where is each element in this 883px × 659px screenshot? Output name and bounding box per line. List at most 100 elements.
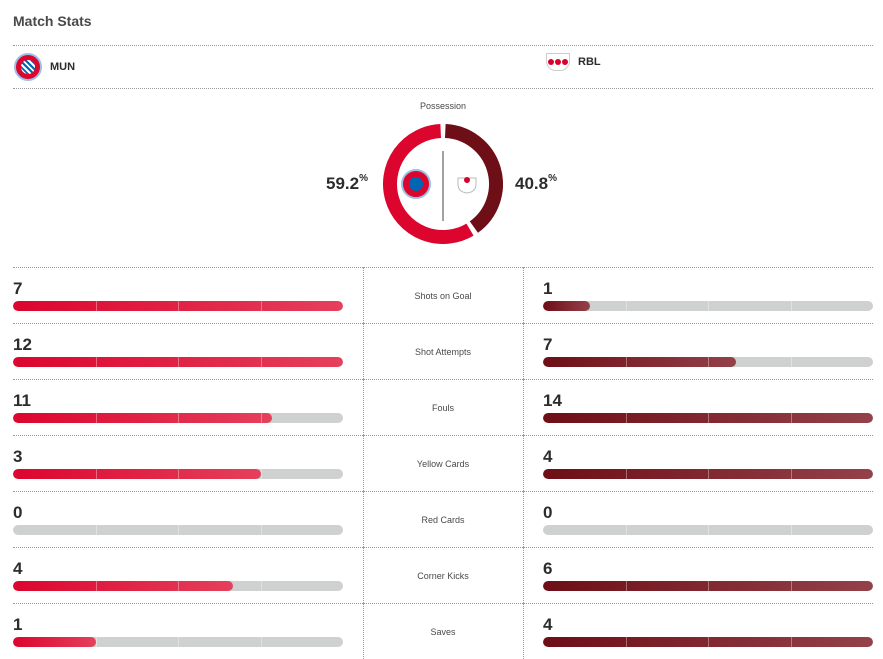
divider: [13, 88, 873, 89]
away-stat-value: 6: [543, 559, 553, 578]
home-stat-bar: [13, 469, 343, 479]
stat-label: Fouls: [431, 403, 454, 413]
bar-segment: [95, 413, 97, 423]
bar-segment: [178, 413, 179, 423]
bar-segment: [625, 525, 627, 535]
bar-segment: [178, 637, 179, 647]
section-title: Match Stats: [13, 13, 92, 29]
divider: [13, 547, 873, 548]
divider: [13, 45, 873, 46]
leipzig-logo-icon: [457, 177, 477, 194]
away-stat-fill: [543, 581, 873, 591]
home-possession: 59.2%: [326, 173, 368, 193]
away-stat-bar: [543, 413, 873, 423]
bar-segment: [95, 637, 97, 647]
bar-segment: [625, 469, 627, 479]
bar-segment: [790, 581, 792, 591]
bar-segment: [260, 637, 262, 647]
possession-label: Possession: [419, 101, 467, 111]
divider: [13, 267, 873, 268]
home-stat-bar: [13, 413, 343, 423]
away-stat-bar: [543, 581, 873, 591]
bar-segment: [95, 581, 97, 591]
home-stat-value: 0: [13, 503, 23, 522]
bar-segment: [708, 525, 709, 535]
bar-segment: [260, 469, 262, 479]
bar-segment: [178, 469, 179, 479]
away-stat-fill: [543, 469, 873, 479]
bar-segment: [790, 357, 792, 367]
away-stat-fill: [543, 413, 873, 423]
divider: [523, 267, 524, 323]
home-team: MUN: [14, 53, 75, 81]
divider: [363, 323, 364, 379]
away-stat-fill: [543, 637, 873, 647]
bar-segment: [260, 525, 262, 535]
stat-label: Yellow Cards: [416, 459, 470, 469]
away-stat-bar: [543, 301, 873, 311]
bar-segment: [708, 581, 709, 591]
divider: [13, 379, 873, 380]
stat-row: 4 Corner Kicks 6: [0, 547, 883, 603]
away-stat-fill: [543, 301, 591, 311]
away-team-abbr: RBL: [578, 56, 601, 68]
home-possession-arc: [383, 124, 474, 244]
bar-segment: [625, 637, 627, 647]
away-stat-value: 0: [543, 503, 553, 522]
bar-segment: [625, 581, 627, 591]
away-stat-value: 1: [543, 279, 553, 298]
home-stat-fill: [13, 301, 343, 311]
bar-segment: [260, 581, 262, 591]
bar-segment: [260, 301, 262, 311]
bar-segment: [95, 469, 97, 479]
away-possession-arc: [444, 124, 503, 233]
divider: [363, 379, 364, 435]
bar-segment: [95, 357, 97, 367]
bayern-logo-icon: [401, 169, 431, 199]
bar-segment: [178, 301, 179, 311]
bar-segment: [708, 469, 709, 479]
bar-segment: [95, 525, 97, 535]
stat-label: Shot Attempts: [414, 347, 472, 357]
stat-label: Corner Kicks: [417, 571, 469, 581]
bar-segment: [790, 525, 792, 535]
home-stat-value: 11: [13, 391, 31, 410]
bar-segment: [708, 357, 709, 367]
away-stat-bar: [543, 357, 873, 367]
stat-row: 0 Red Cards 0: [0, 491, 883, 547]
bar-segment: [708, 301, 709, 311]
away-stat-value: 4: [543, 615, 553, 634]
divider: [13, 491, 873, 492]
home-stat-fill: [13, 581, 233, 591]
home-stat-value: 3: [13, 447, 23, 466]
home-stat-bar: [13, 637, 343, 647]
bar-segment: [625, 413, 627, 423]
bar-segment: [790, 637, 792, 647]
bar-segment: [260, 413, 262, 423]
stat-label: Red Cards: [421, 515, 465, 525]
bar-segment: [178, 581, 179, 591]
home-stat-value: 12: [13, 335, 32, 354]
away-stat-bar: [543, 525, 873, 535]
divider: [363, 603, 364, 659]
divider: [363, 547, 364, 603]
home-stat-value: 7: [13, 279, 23, 298]
home-stat-fill: [13, 469, 261, 479]
divider: [363, 491, 364, 547]
leipzig-logo-icon: [546, 53, 570, 71]
away-stat-fill: [543, 357, 736, 367]
divider: [523, 491, 524, 547]
bayern-logo-icon: [14, 53, 42, 81]
away-stat-value: 14: [543, 391, 562, 410]
bar-segment: [178, 525, 179, 535]
divider: [523, 435, 524, 491]
bar-segment: [625, 357, 627, 367]
away-stat-bar: [543, 637, 873, 647]
bar-segment: [708, 637, 709, 647]
divider: [13, 603, 873, 604]
possession-donut: [383, 124, 503, 244]
home-stat-bar: [13, 581, 343, 591]
bar-segment: [708, 413, 709, 423]
bar-segment: [790, 413, 792, 423]
stat-row: 1 Saves 4: [0, 603, 883, 659]
